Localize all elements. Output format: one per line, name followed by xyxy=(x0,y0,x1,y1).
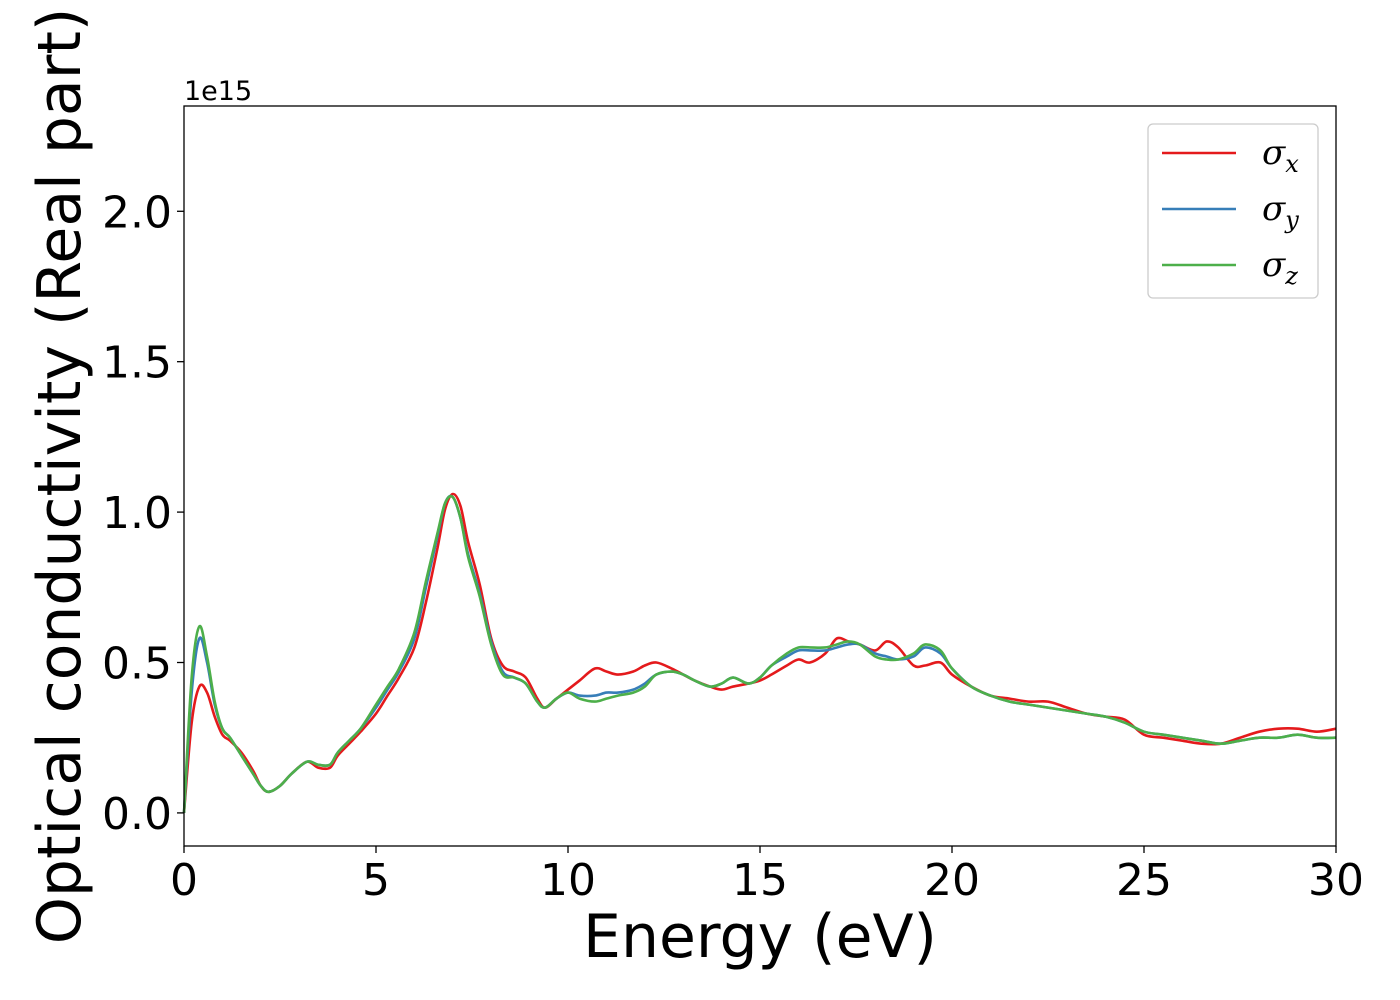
y-axis: 0.0 0.5 1.0 1.5 2.0 xyxy=(102,187,184,840)
series-line-1 xyxy=(182,492,1337,814)
x-axis-title: Energy (eV) xyxy=(583,902,937,972)
x-tick-label: 5 xyxy=(362,855,390,906)
y-tick-label: 2.0 xyxy=(102,187,172,238)
x-tick-label: 15 xyxy=(732,855,788,906)
y-tick-label: 0.5 xyxy=(102,639,172,690)
series-layer xyxy=(182,492,1337,814)
legend-box xyxy=(1147,123,1319,299)
series-line-2 xyxy=(182,494,1337,813)
x-tick-label: 10 xyxy=(540,855,596,906)
x-tick-label: 20 xyxy=(924,855,980,906)
x-tick-label: 25 xyxy=(1116,855,1172,906)
x-tick-label: 0 xyxy=(170,855,198,906)
x-tick-label: 30 xyxy=(1308,855,1364,906)
y-axis-title: Optical conductivity (Real part) xyxy=(25,8,95,945)
y-tick-label: 1.5 xyxy=(102,338,172,389)
series-line-3 xyxy=(182,494,1337,813)
x-axis: 0 5 10 15 20 25 30 xyxy=(170,846,1364,906)
y-offset-label: 1e15 xyxy=(184,76,252,107)
y-tick-label: 0.0 xyxy=(102,789,172,840)
y-tick-label: 1.0 xyxy=(102,488,172,539)
